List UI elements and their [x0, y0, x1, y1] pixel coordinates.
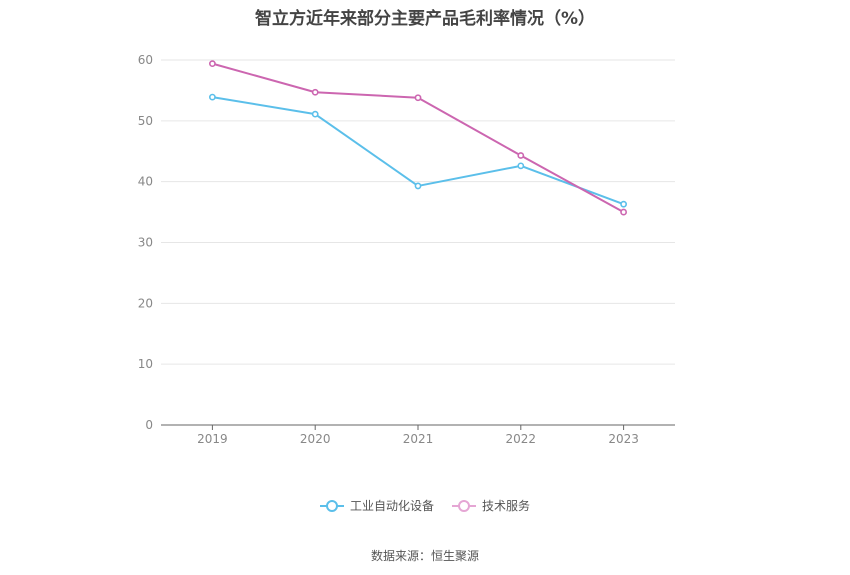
data-point[interactable] [517, 152, 525, 159]
legend-label-1: 技术服务 [482, 499, 531, 513]
legend-marker-0 [319, 499, 344, 512]
data-point[interactable] [414, 182, 422, 190]
y-tick-label: 0 [145, 418, 153, 432]
x-tick-label: 2020 [300, 432, 331, 446]
data-point[interactable] [620, 200, 627, 208]
data-point[interactable] [311, 88, 319, 96]
gridlines [161, 59, 675, 365]
chart-title: 智立方近年来部分主要产品毛利率情况（%） [254, 9, 596, 29]
legend: 工业自动化设备 技术服务 [0, 497, 850, 514]
x-axis: 2019 2020 2021 2022 2023 [161, 424, 675, 446]
y-tick-label: 10 [138, 357, 153, 371]
x-tick-label: 2021 [403, 432, 434, 446]
series-line-1 [212, 62, 625, 213]
legend-item-1[interactable]: 技术服务 [452, 497, 530, 514]
data-point[interactable] [414, 94, 422, 102]
data-point[interactable] [208, 60, 216, 68]
y-axis-ticks: 0 10 20 30 40 50 60 [138, 53, 153, 432]
y-tick-label: 20 [138, 296, 153, 310]
data-point[interactable] [517, 162, 525, 170]
y-tick-label: 60 [138, 53, 153, 67]
y-tick-label: 40 [138, 175, 153, 189]
x-tick-label: 2023 [608, 432, 639, 446]
x-tick-label: 2019 [197, 432, 228, 446]
y-tick-label: 50 [138, 114, 153, 128]
legend-item-0[interactable]: 工业自动化设备 [319, 497, 434, 514]
series-group [208, 60, 627, 216]
data-point[interactable] [620, 208, 627, 216]
legend-marker-1 [452, 499, 476, 512]
legend-label-0: 工业自动化设备 [349, 499, 434, 513]
source-note: 数据来源：恒生聚源 [370, 549, 479, 563]
y-tick-label: 30 [138, 236, 153, 250]
data-point[interactable] [208, 93, 216, 101]
data-point[interactable] [311, 110, 319, 118]
x-tick-label: 2022 [506, 432, 537, 446]
